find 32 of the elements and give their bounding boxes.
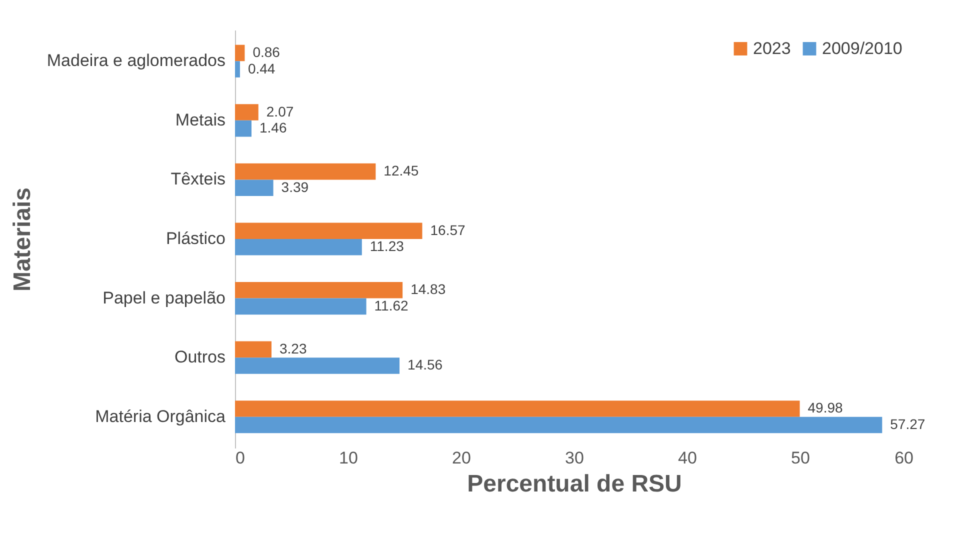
y-tick-label: Madeira e aglomerados <box>46 51 226 70</box>
x-tick-label: 40 <box>678 448 697 468</box>
y-tick-label: Matéria Orgânica <box>95 406 226 426</box>
y-tick-label: Outros <box>174 348 226 367</box>
data-label: 3.23 <box>280 340 307 356</box>
x-tick-label: 0 <box>236 448 245 468</box>
legend-label: 2009/2010 <box>822 38 902 58</box>
y-tick-label: Plástico <box>166 229 226 248</box>
data-label: 49.98 <box>808 400 844 416</box>
x-tick-label: 30 <box>565 448 584 468</box>
data-label: 14.56 <box>408 356 443 373</box>
x-tick-label: 10 <box>339 448 358 468</box>
x-tick-label: 20 <box>452 448 471 468</box>
data-label: 0.86 <box>252 44 280 60</box>
x-tick-label: 60 <box>894 448 914 468</box>
data-label: 11.62 <box>374 297 409 314</box>
y-tick-label: Têxteis <box>170 170 226 189</box>
x-axis-title: Percentual de RSU <box>467 470 682 498</box>
y-tick-label: Metais <box>175 110 226 130</box>
y-tick-label: Papel e papelão <box>102 288 226 308</box>
data-label: 12.45 <box>384 162 419 179</box>
data-label: 2.07 <box>266 103 294 120</box>
y-axis-title: Materiais <box>8 187 36 292</box>
data-label: 3.39 <box>281 178 309 195</box>
data-label: 11.23 <box>370 238 404 254</box>
data-label: 1.46 <box>260 120 287 136</box>
data-label: 16.57 <box>430 222 466 238</box>
data-label: 0.44 <box>248 60 276 76</box>
data-label: 57.27 <box>890 416 926 432</box>
legend-label: 2023 <box>753 38 791 58</box>
x-tick-label: 50 <box>791 448 810 468</box>
data-label: 14.83 <box>410 281 446 298</box>
